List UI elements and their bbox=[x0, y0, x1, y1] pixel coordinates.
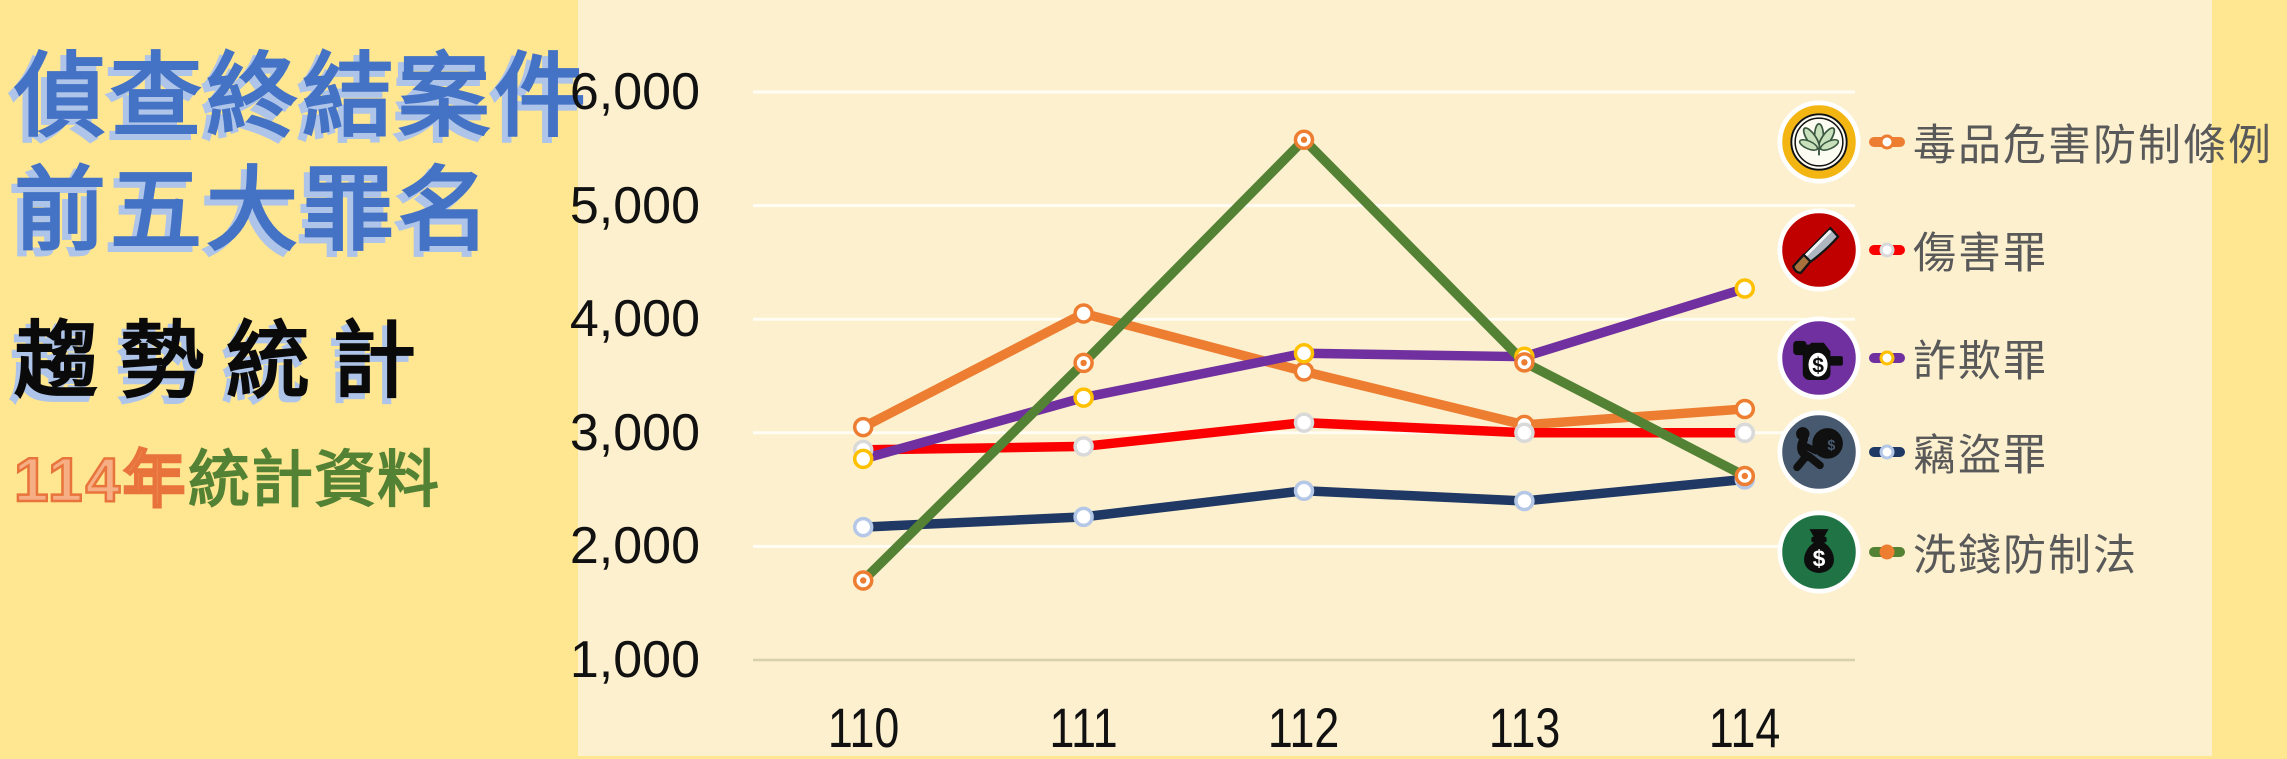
x-tick-label: 110 bbox=[827, 696, 899, 759]
legend-item-drug-prevention: 毒品危害防制條例 bbox=[1777, 100, 2273, 184]
knife-icon bbox=[1777, 208, 1861, 292]
legend-label: 毒品危害防制條例 bbox=[1913, 122, 2273, 170]
legend-item-theft: $ 竊盜罪 bbox=[1777, 410, 2048, 494]
legend-item-assault: 傷害罪 bbox=[1777, 208, 2048, 292]
x-tick-label: 112 bbox=[1268, 696, 1340, 759]
legend-label: 竊盜罪 bbox=[1913, 432, 2048, 480]
page-title-line3: 趨勢統計 bbox=[14, 311, 439, 411]
legend-line-sample bbox=[1869, 134, 1905, 150]
legend-line-sample bbox=[1869, 350, 1905, 366]
legend-label: 洗錢防制法 bbox=[1913, 532, 2138, 580]
legend-item-money-laundering: $ 洗錢防制法 bbox=[1777, 510, 2138, 594]
page-subtitle: 114年統計資料 bbox=[13, 429, 574, 519]
subtitle-text: 統計資料 bbox=[188, 446, 441, 516]
legend-label: 詐欺罪 bbox=[1913, 338, 2048, 386]
y-tick-label: 3,000 bbox=[569, 403, 700, 462]
x-tick-label: 114 bbox=[1709, 696, 1781, 759]
thief-icon: $ bbox=[1777, 410, 1861, 494]
x-tick-label: 111 bbox=[1049, 696, 1118, 759]
legend-label: 傷害罪 bbox=[1913, 230, 2048, 278]
legend-line-sample bbox=[1869, 444, 1905, 460]
page-title-line2: 前五大罪名 bbox=[14, 160, 495, 263]
y-tick-label: 6,000 bbox=[569, 63, 700, 121]
drug-prevention-icon bbox=[1777, 100, 1861, 184]
right-edge-strip bbox=[2212, 0, 2287, 756]
title-block: 偵查終結案件 前五大罪名 趨勢統計 114年統計資料 bbox=[13, 40, 591, 519]
legend-line-sample bbox=[1869, 544, 1905, 560]
left-title-panel bbox=[0, 0, 578, 756]
fraud-icon: $ bbox=[1777, 316, 1861, 400]
svg-text:$: $ bbox=[1813, 545, 1826, 571]
svg-text:$: $ bbox=[1827, 438, 1835, 454]
svg-text:$: $ bbox=[1812, 354, 1824, 377]
y-tick-label: 5,000 bbox=[569, 176, 700, 235]
y-tick-label: 1,000 bbox=[569, 631, 700, 689]
legend-line-sample bbox=[1869, 242, 1905, 258]
subtitle-year: 114年 bbox=[13, 445, 189, 517]
y-tick-label: 2,000 bbox=[569, 517, 700, 576]
y-tick-label: 4,000 bbox=[569, 290, 700, 349]
legend-item-fraud: $ 詐欺罪 bbox=[1777, 316, 2048, 400]
x-tick-label: 113 bbox=[1488, 696, 1561, 759]
money-bag-icon: $ bbox=[1777, 510, 1861, 594]
page-title-line1: 偵查終結案件 bbox=[14, 46, 591, 148]
